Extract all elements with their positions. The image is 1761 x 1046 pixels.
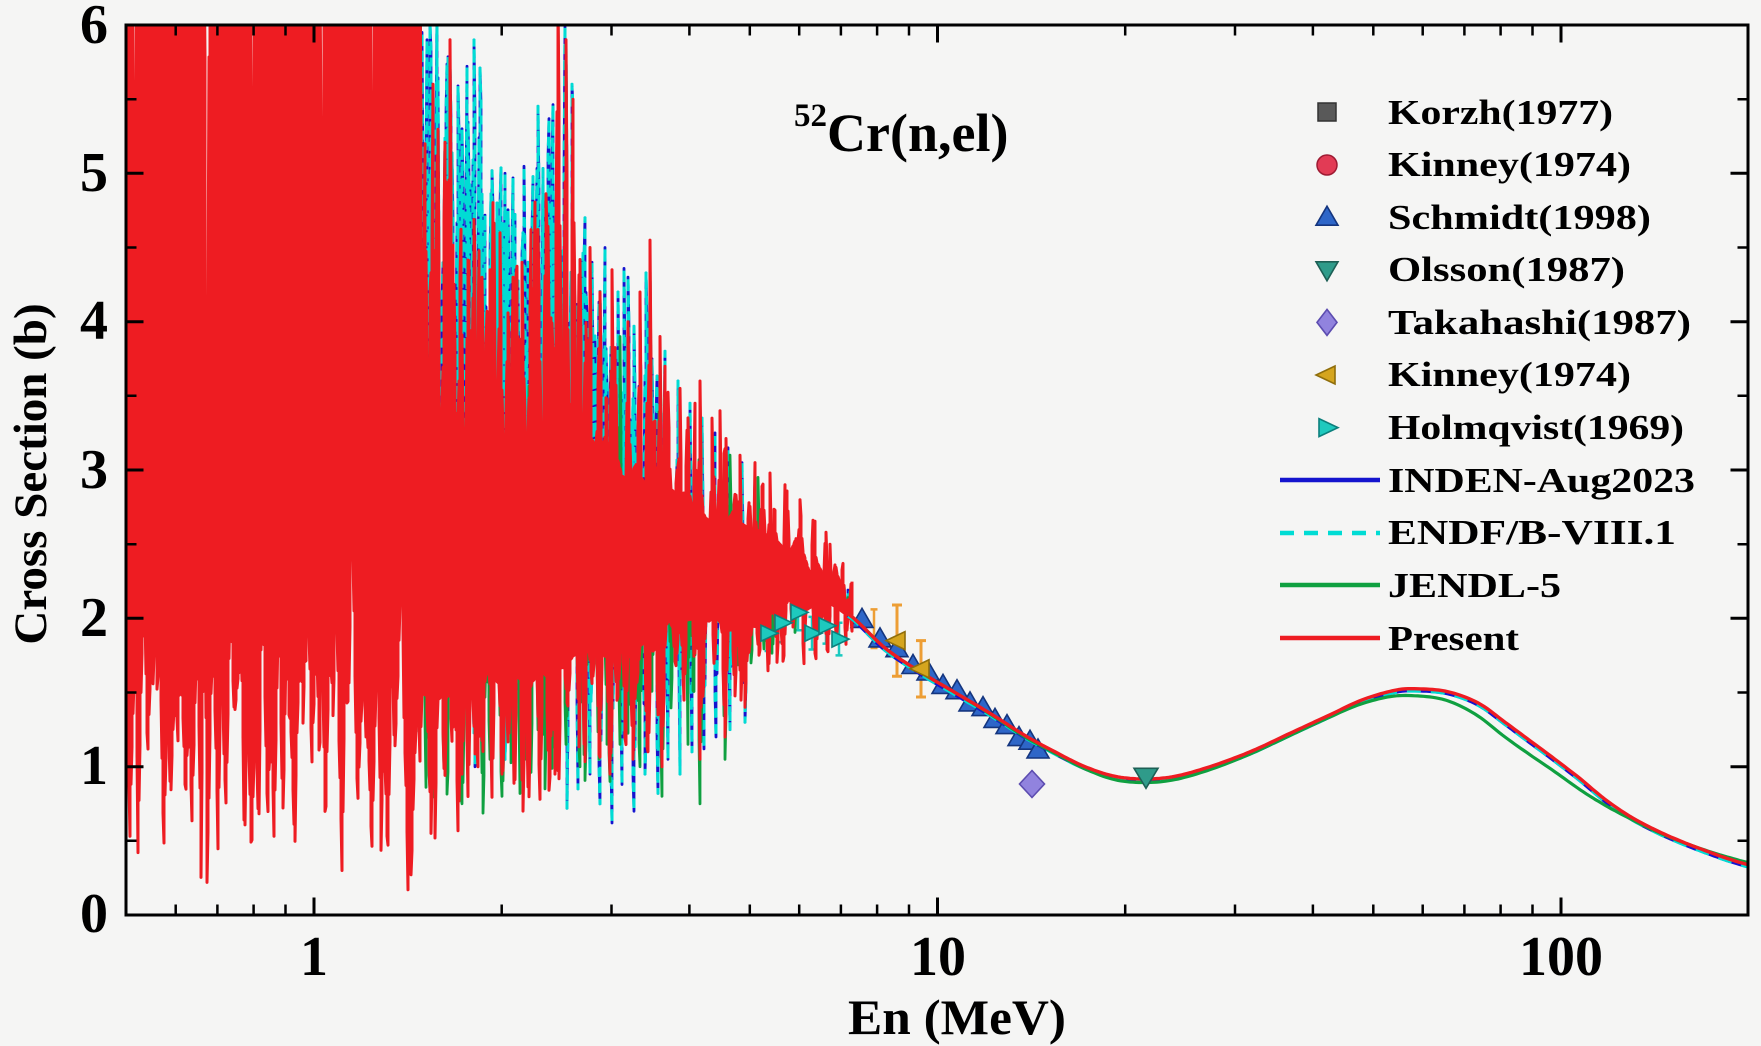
svg-text:Olsson(1987): Olsson(1987) [1388, 250, 1625, 289]
svg-text:100: 100 [1519, 926, 1603, 988]
svg-text:Holmqvist(1969): Holmqvist(1969) [1388, 408, 1684, 447]
svg-text:Kinney(1974): Kinney(1974) [1388, 145, 1631, 184]
svg-text:1: 1 [80, 735, 108, 797]
svg-text:Korzh(1977): Korzh(1977) [1388, 93, 1613, 132]
svg-text:Present: Present [1388, 619, 1519, 658]
svg-text:10: 10 [910, 926, 966, 988]
svg-text:2: 2 [80, 587, 108, 649]
svg-text:52: 52 [794, 98, 827, 134]
svg-text:JENDL-5: JENDL-5 [1388, 566, 1561, 605]
svg-text:6: 6 [80, 0, 108, 56]
svg-text:0: 0 [80, 883, 108, 945]
svg-text:5: 5 [80, 142, 108, 204]
svg-text:INDEN-Aug2023: INDEN-Aug2023 [1388, 461, 1695, 500]
svg-text:4: 4 [80, 290, 108, 352]
svg-text:Schmidt(1998): Schmidt(1998) [1388, 198, 1651, 237]
svg-text:ENDF/B-VIII.1: ENDF/B-VIII.1 [1388, 513, 1676, 552]
svg-text:Kinney(1974): Kinney(1974) [1388, 355, 1631, 394]
svg-text:Cross Section (b): Cross Section (b) [5, 303, 57, 644]
svg-text:3: 3 [80, 439, 108, 501]
svg-text:Takahashi(1987): Takahashi(1987) [1388, 303, 1691, 342]
svg-text:En (MeV): En (MeV) [848, 989, 1066, 1045]
svg-text:Cr(n,el): Cr(n,el) [827, 103, 1008, 163]
svg-text:1: 1 [300, 926, 328, 988]
